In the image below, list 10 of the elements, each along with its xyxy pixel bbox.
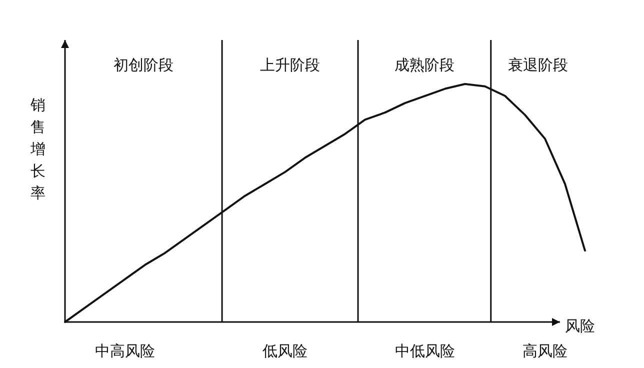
text: 上升阶段 (260, 56, 320, 74)
x-tick-label: 中高风险 (95, 342, 155, 360)
x-tick-label: 高风险 (522, 342, 568, 360)
text: 初创阶段 (114, 56, 174, 74)
y-axis-title: 销售增长率 (30, 96, 46, 202)
x-tick-label: 中低风险 (395, 342, 455, 360)
x-axis-title: 风险 (565, 317, 595, 335)
x-tick-label: 低风险 (262, 342, 308, 360)
text: 成熟阶段 (394, 56, 454, 74)
text: 衰退阶段 (508, 56, 568, 74)
